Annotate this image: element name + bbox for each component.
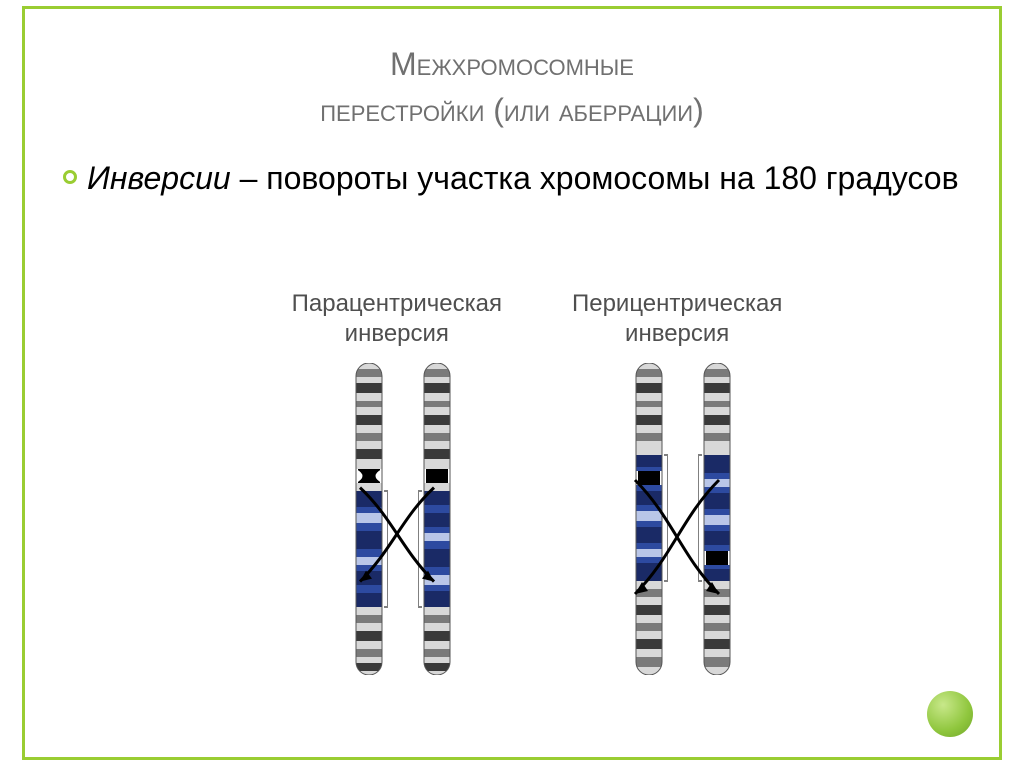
pericentric-pair <box>630 363 724 675</box>
bullet-text: Инверсии – повороты участка хромосомы на… <box>87 158 959 200</box>
bullet-rest: – повороты участка хромосомы на 180 град… <box>231 160 959 196</box>
paracentric-label: Парацентрическая инверсия <box>292 289 502 349</box>
pericentric-label: Перицентрическая инверсия <box>572 289 782 349</box>
pair-row: Парацентрическая инверсия <box>47 289 1024 675</box>
corner-accent-dot <box>927 691 973 737</box>
bullet-marker <box>63 170 77 184</box>
title-line2: перестройки (или аберрации) <box>25 87 999 133</box>
bullet-term: Инверсии <box>87 160 231 196</box>
paracentric-group: Парацентрическая инверсия <box>292 289 502 675</box>
pericentric-chromo-right <box>698 363 724 675</box>
paracentric-chromo-right <box>418 363 444 675</box>
title-line1: Межхромосомные <box>25 41 999 87</box>
pericentric-group: Перицентрическая инверсия <box>572 289 782 675</box>
slide-title: Межхромосомные перестройки (или аберраци… <box>25 9 999 144</box>
paracentric-chromo-left <box>350 363 376 675</box>
paracentric-pair <box>350 363 444 675</box>
bullet-row: Инверсии – повороты участка хромосомы на… <box>63 158 961 200</box>
diagram-zone: Парацентрическая инверсия <box>47 289 1024 675</box>
slide-frame: Межхромосомные перестройки (или аберраци… <box>22 6 1002 760</box>
bullet-area: Инверсии – повороты участка хромосомы на… <box>25 144 999 200</box>
pericentric-chromo-left <box>630 363 656 675</box>
